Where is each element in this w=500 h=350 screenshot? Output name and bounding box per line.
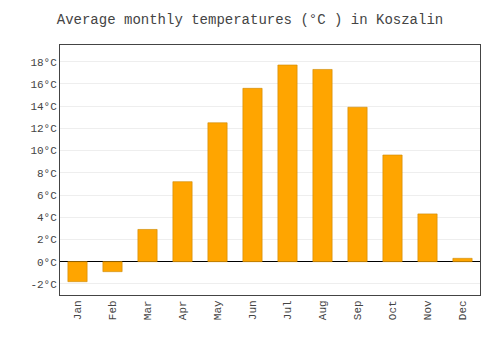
svg-text:-2°C: -2°C [30,279,57,291]
svg-text:14°C: 14°C [30,101,57,113]
svg-text:Mar: Mar [142,300,154,320]
svg-text:May: May [212,300,224,320]
svg-text:Average monthly temperatures (: Average monthly temperatures (°C ) in Ko… [57,12,443,28]
svg-text:12°C: 12°C [30,123,57,135]
svg-text:16°C: 16°C [30,79,57,91]
svg-text:10°C: 10°C [30,145,57,157]
svg-text:6°C: 6°C [37,190,57,202]
svg-text:Aug: Aug [317,300,329,320]
svg-text:4°C: 4°C [37,212,57,224]
svg-text:Feb: Feb [107,300,119,320]
svg-text:18°C: 18°C [30,57,57,69]
svg-text:Jun: Jun [247,300,259,320]
svg-text:Jul: Jul [282,300,294,320]
svg-text:Sep: Sep [352,300,364,320]
svg-text:0°C: 0°C [37,257,57,269]
svg-text:2°C: 2°C [37,234,57,246]
svg-text:Jan: Jan [72,300,84,320]
svg-text:8°C: 8°C [37,168,57,180]
svg-text:Apr: Apr [177,300,189,320]
svg-text:Oct: Oct [387,300,399,320]
svg-text:Dec: Dec [457,300,469,320]
svg-text:Nov: Nov [422,300,434,320]
